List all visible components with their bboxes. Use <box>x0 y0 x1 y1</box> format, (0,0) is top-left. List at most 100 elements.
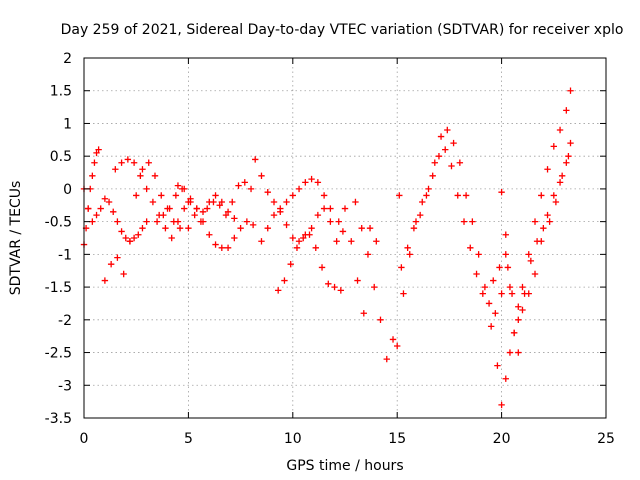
y-tick-label: -2.5 <box>45 346 72 362</box>
data-point <box>237 224 244 232</box>
y-tick-label: -2 <box>58 313 72 329</box>
data-point <box>333 238 340 245</box>
data-points <box>80 87 574 409</box>
data-point <box>283 221 290 229</box>
data-point <box>327 205 334 212</box>
data-point <box>448 162 455 170</box>
y-tick-label: 0 <box>63 182 72 198</box>
x-tick-label: 25 <box>597 431 615 447</box>
data-point <box>521 290 528 297</box>
data-point <box>289 234 296 242</box>
series-arc2 <box>80 185 150 245</box>
data-point <box>258 238 265 245</box>
data-point <box>454 192 461 199</box>
data-point <box>467 244 474 252</box>
data-point <box>120 270 127 278</box>
data-point <box>527 257 535 265</box>
data-point <box>383 355 390 363</box>
y-tick-label: -3.5 <box>45 411 72 427</box>
data-point <box>320 205 328 212</box>
data-point <box>456 159 464 166</box>
data-point <box>352 198 359 206</box>
data-point <box>231 234 238 242</box>
data-point <box>107 260 115 268</box>
data-point <box>498 290 505 297</box>
data-point <box>139 166 146 173</box>
data-point <box>502 251 509 258</box>
data-point <box>187 195 194 202</box>
data-point <box>124 156 132 163</box>
data-point <box>552 198 560 206</box>
data-point <box>544 166 551 173</box>
data-point <box>394 342 401 350</box>
data-point <box>181 205 188 212</box>
data-point <box>174 218 182 225</box>
data-point <box>93 149 100 157</box>
data-point <box>118 228 125 235</box>
data-point <box>373 238 380 245</box>
data-point <box>412 218 420 225</box>
data-point <box>469 218 476 225</box>
data-point <box>114 254 121 261</box>
data-point <box>508 290 516 297</box>
data-point <box>519 283 526 291</box>
data-point <box>264 188 271 196</box>
data-point <box>281 277 288 284</box>
data-point <box>137 172 144 180</box>
data-point <box>197 218 205 225</box>
data-point <box>567 139 574 147</box>
data-point <box>122 234 129 242</box>
data-point <box>289 192 296 199</box>
data-point <box>492 310 499 317</box>
data-point <box>318 264 326 271</box>
data-point <box>93 211 100 219</box>
x-tick-label: 15 <box>388 431 406 447</box>
data-point <box>101 277 109 284</box>
series-arc11 <box>352 192 403 363</box>
data-point <box>425 185 432 193</box>
data-point <box>502 231 509 238</box>
data-point <box>97 205 104 212</box>
data-point <box>274 287 282 294</box>
data-point <box>360 310 367 317</box>
data-point <box>270 198 278 206</box>
plot-frame <box>83 57 607 419</box>
series-arc15 <box>498 139 574 409</box>
data-point <box>300 234 307 242</box>
data-point <box>252 156 259 163</box>
data-point <box>515 349 522 356</box>
data-point <box>206 231 213 238</box>
data-point <box>314 179 322 186</box>
x-tick-label: 20 <box>493 431 511 447</box>
data-point <box>172 192 180 199</box>
data-point <box>312 244 319 252</box>
data-point <box>563 159 570 166</box>
data-point <box>494 362 501 369</box>
y-tick-label: -1.5 <box>45 280 72 296</box>
series-arc8 <box>258 175 334 245</box>
data-point <box>110 208 117 216</box>
data-point <box>337 287 345 294</box>
data-point <box>149 198 157 206</box>
data-point <box>563 107 570 114</box>
data-point <box>206 198 213 206</box>
data-point <box>540 224 547 232</box>
data-point <box>354 277 361 284</box>
data-point <box>130 234 138 242</box>
data-point <box>437 133 445 140</box>
data-point <box>498 401 505 409</box>
data-point <box>538 192 545 199</box>
data-point <box>546 218 553 225</box>
data-point <box>544 211 551 219</box>
y-tick-label: 1.5 <box>50 84 72 100</box>
data-point <box>130 159 138 166</box>
data-point <box>335 218 342 225</box>
y-tick-label: -1 <box>58 247 72 263</box>
data-point <box>295 185 303 193</box>
data-point <box>462 192 470 199</box>
data-point <box>143 185 150 193</box>
data-point <box>525 251 532 258</box>
data-point <box>222 211 230 219</box>
grid-lines <box>84 58 606 418</box>
